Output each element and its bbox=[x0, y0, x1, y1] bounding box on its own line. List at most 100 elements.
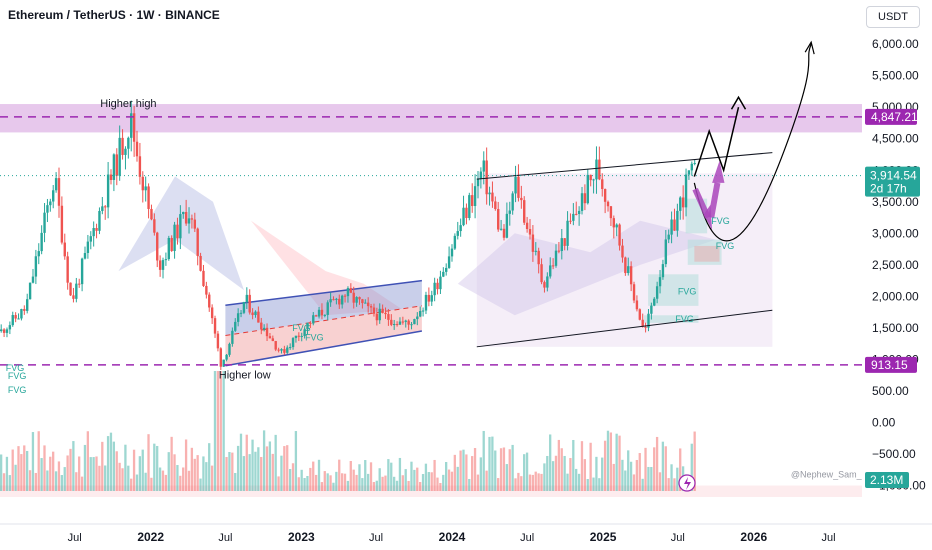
volume-bar bbox=[598, 478, 601, 491]
volume-bar bbox=[624, 470, 627, 491]
candle-body bbox=[482, 160, 485, 172]
volume-bar bbox=[104, 465, 107, 491]
candle-body bbox=[184, 212, 188, 224]
candle-body bbox=[629, 266, 633, 285]
candle-body bbox=[517, 176, 520, 198]
x-tick-label: Jul bbox=[218, 532, 232, 544]
volume-bar bbox=[546, 455, 549, 491]
candle-body bbox=[326, 302, 329, 315]
volume-bar bbox=[268, 441, 272, 491]
x-tick-label: Jul bbox=[369, 532, 383, 544]
candle-body bbox=[358, 297, 361, 300]
candle-body bbox=[158, 260, 162, 270]
volume-bar bbox=[20, 454, 23, 491]
volume-bar bbox=[31, 432, 35, 491]
candle-body bbox=[213, 318, 217, 334]
candle-body bbox=[476, 178, 480, 187]
volume-bar bbox=[14, 464, 17, 491]
volume-bar bbox=[257, 447, 260, 491]
volume-badge bbox=[865, 472, 909, 488]
volume-bar bbox=[534, 471, 537, 491]
currency-button[interactable]: USDT bbox=[866, 6, 920, 28]
candle-body bbox=[560, 238, 563, 252]
volume-bar bbox=[661, 441, 665, 491]
volume-bar bbox=[653, 447, 656, 491]
candle-body bbox=[421, 310, 425, 312]
candle-body bbox=[92, 228, 95, 237]
volume-bar bbox=[167, 452, 170, 491]
fvg-label: FVG bbox=[716, 241, 735, 251]
projection-path bbox=[693, 107, 740, 177]
volume-bar bbox=[523, 454, 526, 491]
candle-body bbox=[219, 348, 223, 367]
volume-bar bbox=[390, 462, 393, 491]
volume-bar bbox=[274, 434, 277, 491]
candle-body bbox=[66, 256, 69, 283]
candle-body bbox=[392, 324, 396, 326]
volume-bar bbox=[462, 449, 465, 491]
x-tick-label: Jul bbox=[821, 532, 835, 544]
candle-body bbox=[176, 224, 179, 239]
candle-body bbox=[372, 307, 376, 314]
candle-body bbox=[447, 256, 451, 268]
candle-body bbox=[577, 210, 581, 215]
rally-arrowhead bbox=[712, 160, 725, 183]
volume-bar bbox=[413, 469, 416, 491]
volume-bar bbox=[225, 457, 228, 491]
volume-bar bbox=[647, 466, 650, 491]
volume-bar bbox=[632, 474, 636, 491]
volume-bar bbox=[176, 465, 179, 491]
candle-body bbox=[499, 228, 503, 230]
candle-body bbox=[387, 314, 390, 320]
price-axis-bg bbox=[862, 0, 932, 550]
candle-body bbox=[170, 237, 173, 251]
candle-body bbox=[147, 186, 150, 209]
volume-bar bbox=[667, 478, 670, 491]
candle-body bbox=[222, 359, 225, 367]
volume-bar bbox=[11, 449, 14, 491]
candle-body bbox=[34, 256, 38, 277]
candle-body bbox=[352, 292, 355, 303]
candle-body bbox=[473, 186, 477, 207]
volume-bar bbox=[92, 457, 95, 491]
volume-bar bbox=[476, 474, 480, 491]
volume-bar bbox=[473, 448, 477, 491]
candle-body bbox=[248, 294, 251, 313]
fvg-label: FVG bbox=[675, 314, 694, 324]
candle-body bbox=[479, 171, 483, 179]
volume-bar bbox=[144, 472, 147, 491]
candle-body bbox=[433, 282, 436, 296]
volume-bar bbox=[127, 465, 130, 491]
volume-bar bbox=[543, 463, 546, 491]
candle-body bbox=[563, 238, 566, 246]
candle-body bbox=[49, 201, 52, 206]
ichimoku-cloud bbox=[457, 220, 716, 316]
volume-bar bbox=[346, 480, 350, 491]
candle-body bbox=[488, 192, 491, 195]
volume-bar bbox=[679, 448, 682, 491]
volume-bar bbox=[508, 449, 511, 491]
volume-bar bbox=[690, 443, 693, 491]
candle-body bbox=[655, 286, 659, 299]
candle-body bbox=[606, 201, 610, 207]
candle-body bbox=[595, 159, 598, 180]
candle-body bbox=[265, 327, 269, 337]
volume-bar bbox=[254, 451, 257, 491]
candle-body bbox=[144, 186, 147, 191]
candle-body bbox=[436, 282, 439, 290]
volume-bar bbox=[28, 470, 32, 491]
volume-bar bbox=[208, 443, 211, 491]
candle-body bbox=[283, 349, 286, 353]
volume-bar bbox=[511, 444, 514, 491]
volume-bar bbox=[418, 482, 422, 491]
volume-bar bbox=[121, 468, 124, 491]
candle-body bbox=[684, 174, 688, 208]
fvg-box bbox=[694, 245, 720, 262]
channel-2024-upper bbox=[476, 152, 773, 180]
fvg-label: FVG bbox=[8, 385, 27, 395]
x-tick-label: 2026 bbox=[740, 530, 767, 544]
candle-body bbox=[86, 241, 90, 254]
volume-bar bbox=[80, 476, 84, 491]
candle-body bbox=[346, 288, 350, 297]
